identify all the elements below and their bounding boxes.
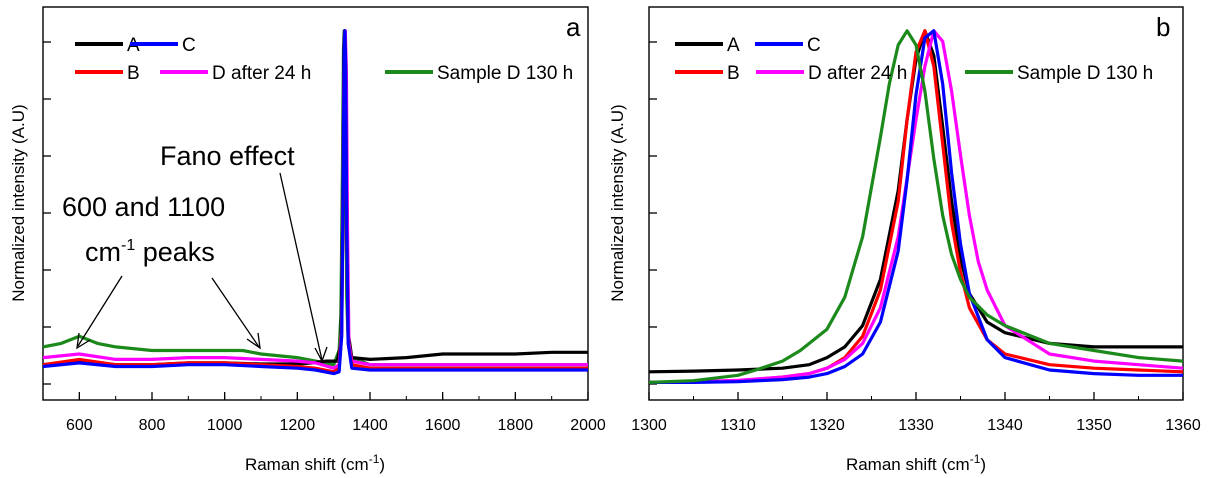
x-ticks-a: 600 800 1000 1200 1400 1600 1800 2000: [42, 392, 606, 434]
x-tick-label: 600: [66, 417, 93, 434]
x-tick-label: 1340: [987, 417, 1023, 434]
panel-label-b: b: [1156, 12, 1170, 42]
legend-label: D after 24 h: [808, 63, 907, 84]
x-axis-title-b-tail: ): [980, 455, 986, 474]
series-line-d-after-24-h: [649, 29, 1183, 384]
legend-label: D after 24 h: [212, 63, 311, 84]
y-axis-title-a: Normalized intensity (A.U): [9, 104, 28, 301]
arrowhead-600-peak: [76, 332, 91, 350]
x-tick-label: 1320: [809, 417, 845, 434]
legend-label: B: [727, 63, 740, 84]
x-tick-label: 800: [139, 417, 166, 434]
x-tick-label: 1000: [207, 417, 243, 434]
legend-label: C: [182, 35, 196, 56]
x-tick-label: 1300: [631, 417, 667, 434]
series-lines-a: [43, 29, 588, 376]
x-tick-label: 2000: [570, 417, 606, 434]
chart-panel-b: 1300 1310 1320 1330 1340 1350 1360 b Normalize…: [608, 6, 1201, 474]
arrow-1100-peak: [211, 277, 260, 348]
x-tick-label: 1600: [425, 417, 461, 434]
plot-frame-a: [42, 6, 589, 401]
x-tick-label: 1360: [1165, 417, 1201, 434]
x-tick-label: 1350: [1076, 417, 1112, 434]
x-tick-label: 1310: [720, 417, 756, 434]
legend-label: Sample D 130 h: [437, 63, 573, 84]
arrow-fano: [279, 172, 323, 361]
x-axis-title-a-main: Raman shift (cm: [245, 455, 369, 474]
legend-label: A: [727, 35, 740, 56]
x-ticks-b: 1300 1310 1320 1330 1340 1350 1360: [631, 392, 1201, 434]
x-axis-title-b-sup: -1: [970, 452, 981, 466]
x-axis-title-a: Raman shift (cm-1): [245, 452, 385, 474]
arrow-600-peak: [77, 275, 123, 347]
y-axis-title-b: Normalized intensity (A.U): [608, 104, 627, 301]
annotation-peaks-sup: -1: [121, 237, 135, 254]
x-axis-title-a-tail: ): [379, 455, 385, 474]
legend-label: B: [127, 63, 140, 84]
annotation-fano-effect: Fano effect: [160, 141, 295, 171]
series-lines-b: [649, 29, 1183, 384]
annotation-arrows: [76, 172, 328, 363]
annotation-peaks-line1: 600 and 1100: [62, 192, 225, 222]
arrowhead-1100-peak: [246, 332, 261, 350]
y-ticks-b: [649, 41, 657, 385]
chart-panel-a: 600 800 1000 1200 1400 1600 1800 2000 a Normali…: [9, 6, 606, 474]
x-tick-label: 1200: [280, 417, 316, 434]
annotation-peaks-rest: peaks: [135, 237, 215, 267]
series-line-c: [43, 29, 588, 376]
annotation-peaks-line2: cm-1 peaks: [85, 237, 215, 267]
annotation-peaks-cm: cm: [85, 237, 121, 267]
panel-label-a: a: [566, 12, 581, 42]
x-axis-title-a-sup: -1: [369, 452, 380, 466]
x-tick-label: 1400: [352, 417, 388, 434]
arrowhead-fano: [314, 346, 328, 363]
legend-b: A C B D after 24 h Sample D 130 h: [675, 35, 1153, 84]
x-tick-label: 1330: [898, 417, 934, 434]
x-tick-label: 1800: [498, 417, 534, 434]
legend-label: C: [807, 35, 821, 56]
x-axis-title-b: Raman shift (cm-1): [846, 452, 986, 474]
y-ticks-a: [43, 41, 51, 385]
x-axis-title-b-main: Raman shift (cm: [846, 455, 970, 474]
series-line-sample-d-130-h: [649, 29, 1183, 384]
legend-label: Sample D 130 h: [1017, 63, 1153, 84]
